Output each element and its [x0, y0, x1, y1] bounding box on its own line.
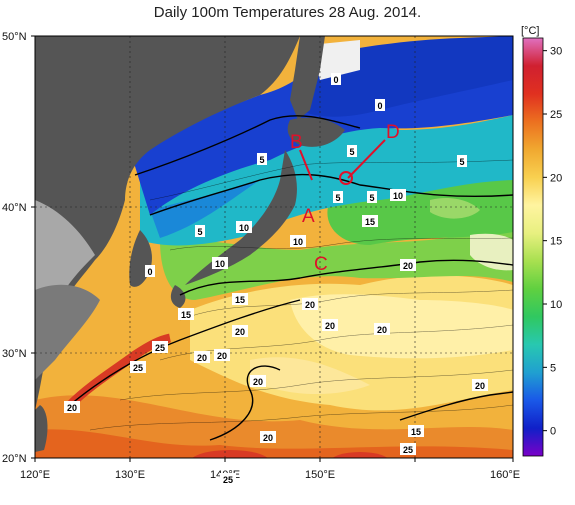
contour-label-box	[130, 361, 146, 373]
contour-label: 20	[403, 261, 413, 271]
contour-label-box	[220, 473, 236, 485]
land-continent	[35, 36, 300, 410]
map-plot-area	[35, 36, 513, 458]
contour-label-box	[212, 257, 228, 269]
colorbar-tick-label: 20	[550, 172, 562, 184]
contour-label-box	[400, 259, 416, 271]
marker-d: D	[386, 122, 400, 143]
colorbar-tick-label: 30	[550, 46, 562, 58]
contour-label: 0	[147, 267, 152, 277]
contour-label-box	[232, 293, 248, 305]
contour-label: 0	[333, 75, 338, 85]
colorbar-tick-label: 5	[550, 362, 556, 374]
contour-label: 5	[349, 147, 354, 157]
lon-label-160: 160°E	[490, 469, 520, 481]
contour-label-box	[375, 99, 385, 111]
contour-label-box	[374, 323, 390, 335]
axis-ticks	[31, 35, 514, 462]
marker-b: B	[290, 132, 303, 153]
contour-label: 5	[259, 155, 264, 165]
contour-label-box	[457, 155, 467, 167]
contour-label-box	[331, 73, 341, 85]
contour-label: 15	[181, 310, 191, 320]
map-frame	[34, 35, 514, 459]
contour-label-box	[250, 375, 266, 387]
contour-label-box	[214, 349, 230, 361]
contour-label-box	[333, 191, 343, 203]
contour-labels: 0 0 5 5 5 5 10 10 10 15 15 15 20 20 20 20 20 20 20 20 20 25 25…	[64, 73, 488, 485]
contour-label-box	[472, 379, 488, 391]
contour-label-box	[178, 308, 194, 320]
lat-label-40: 40°N	[2, 202, 27, 214]
section-markers: A B C D	[290, 122, 400, 275]
contour-label: 15	[365, 217, 375, 227]
marker-a: A	[302, 206, 315, 227]
contour-label-box	[408, 425, 424, 437]
lat-label-20: 20°N	[2, 453, 27, 465]
isotherm-lines	[69, 115, 513, 441]
contour-label: 20	[217, 351, 227, 361]
colorbar-tick-label: 25	[550, 109, 562, 121]
lon-label-130: 130°E	[115, 469, 145, 481]
contour-label: 20	[325, 321, 335, 331]
contour-label-box	[390, 189, 406, 201]
contour-label: 20	[263, 433, 273, 443]
colorbar-unit: [°C]	[521, 25, 539, 37]
contour-label-box	[145, 265, 155, 277]
contour-label-box	[302, 298, 318, 310]
contour-label: 25	[403, 445, 413, 455]
contour-label: 20	[197, 353, 207, 363]
contour-label: 5	[369, 193, 374, 203]
contour-label-box	[232, 325, 248, 337]
contour-label: 25	[223, 475, 233, 485]
contour-label: 10	[215, 259, 225, 269]
contour-label-box	[236, 221, 252, 233]
contour-label: 20	[377, 325, 387, 335]
contour-label: 10	[393, 191, 403, 201]
contour-label-box	[400, 443, 416, 455]
contour-label-box	[290, 235, 306, 247]
contour-label: 20	[67, 403, 77, 413]
contour-label-box	[152, 341, 168, 353]
contour-label-box	[362, 215, 378, 227]
contour-label: 15	[411, 427, 421, 437]
lon-label-150: 150°E	[305, 469, 335, 481]
colorbar-tick-label: 10	[550, 299, 562, 311]
colorbar-ticks: 30 25 20 15 10 5 0	[543, 46, 562, 438]
contour-label: 20	[475, 381, 485, 391]
contour-label: 20	[305, 300, 315, 310]
contour-label: 25	[133, 363, 143, 373]
colorbar	[522, 37, 544, 457]
contour-label-box	[347, 145, 357, 157]
lon-label-120: 120°E	[20, 469, 50, 481]
land-japan	[185, 150, 297, 285]
colorbar-tick-label: 0	[550, 426, 556, 438]
contour-label-box	[257, 153, 267, 165]
contour-label-box	[260, 431, 276, 443]
contour-label: 5	[335, 193, 340, 203]
contour-label-box	[195, 225, 205, 237]
contour-label: 20	[235, 327, 245, 337]
contour-label: 20	[253, 377, 263, 387]
colorbar-tick-label: 15	[550, 236, 562, 248]
contour-label-box	[367, 191, 377, 203]
lat-label-50: 50°N	[2, 31, 27, 43]
graticule	[35, 36, 513, 458]
contour-label: 25	[155, 343, 165, 353]
contour-label: 10	[239, 223, 249, 233]
lat-label-30: 30°N	[2, 348, 27, 360]
contour-label: 10	[293, 237, 303, 247]
contour-label: 15	[235, 295, 245, 305]
contour-label-box	[194, 351, 210, 363]
contour-label-box	[64, 401, 80, 413]
contour-label: 0	[377, 101, 382, 111]
contour-label: 5	[459, 157, 464, 167]
map-title: Daily 100m Temperatures 28 Aug. 2014.	[153, 4, 422, 21]
contour-label: 5	[197, 227, 202, 237]
marker-c: C	[314, 254, 328, 275]
contour-label-box	[322, 319, 338, 331]
